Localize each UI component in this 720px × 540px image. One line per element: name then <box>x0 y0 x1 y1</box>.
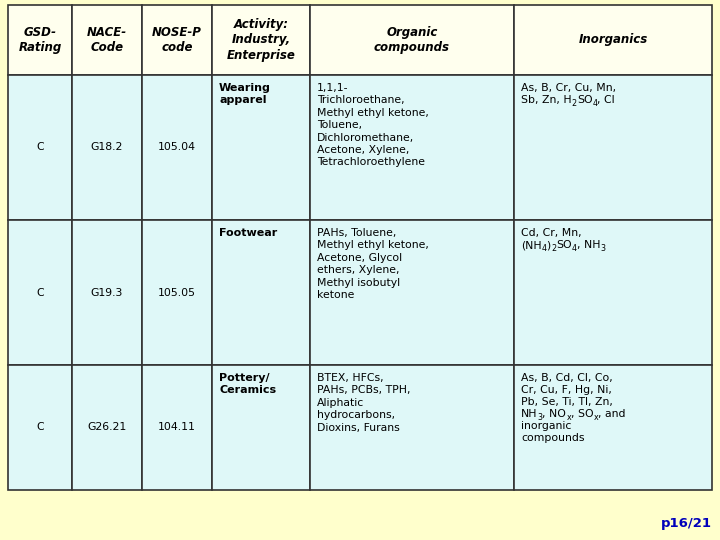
Text: Cr, Cu, F, Hg, Ni,: Cr, Cu, F, Hg, Ni, <box>521 385 612 395</box>
Bar <box>310 5 514 75</box>
Text: Sb, Zn, H: Sb, Zn, H <box>521 95 572 105</box>
Bar <box>142 5 212 75</box>
Text: Pb, Se, Ti, Tl, Zn,: Pb, Se, Ti, Tl, Zn, <box>521 397 613 407</box>
Text: 4: 4 <box>572 244 577 253</box>
Text: NOSE-P
code: NOSE-P code <box>152 26 202 54</box>
Text: NH: NH <box>521 409 538 419</box>
Bar <box>514 365 712 490</box>
Text: , and: , and <box>598 409 626 419</box>
Text: 104.11: 104.11 <box>158 422 196 433</box>
Text: ): ) <box>546 240 551 250</box>
Bar <box>72 5 142 75</box>
Bar <box>142 220 212 365</box>
Bar <box>72 220 142 365</box>
Text: G18.2: G18.2 <box>91 143 123 152</box>
Text: , NH: , NH <box>577 240 600 250</box>
Text: As, B, Cd, Cl, Co,: As, B, Cd, Cl, Co, <box>521 373 613 383</box>
Text: C: C <box>36 422 44 433</box>
Bar <box>514 220 712 365</box>
Bar <box>212 220 310 365</box>
Text: As, B, Cr, Cu, Mn,: As, B, Cr, Cu, Mn, <box>521 83 616 93</box>
Text: 1,1,1-
Trichloroethane,
Methyl ethyl ketone,
Toluene,
Dichloromethane,
Acetone, : 1,1,1- Trichloroethane, Methyl ethyl ket… <box>317 83 429 167</box>
Text: 105.05: 105.05 <box>158 287 196 298</box>
Text: G26.21: G26.21 <box>87 422 127 433</box>
Text: x: x <box>567 413 571 422</box>
Bar <box>72 75 142 220</box>
Text: NACE-
Code: NACE- Code <box>87 26 127 54</box>
Bar <box>8 5 72 75</box>
Text: C: C <box>36 287 44 298</box>
Text: x: x <box>594 413 598 422</box>
Text: Cd, Cr, Mn,: Cd, Cr, Mn, <box>521 228 582 238</box>
Text: (NH: (NH <box>521 240 541 250</box>
Bar <box>514 75 712 220</box>
Bar <box>212 75 310 220</box>
Text: Pottery/
Ceramics: Pottery/ Ceramics <box>219 373 276 395</box>
Text: Activity:
Industry,
Enterprise: Activity: Industry, Enterprise <box>227 18 295 62</box>
Bar <box>8 75 72 220</box>
Text: , Cl: , Cl <box>598 95 615 105</box>
Text: SO: SO <box>577 95 593 105</box>
Text: GSD-
Rating: GSD- Rating <box>19 26 62 54</box>
Text: inorganic: inorganic <box>521 421 572 431</box>
Bar <box>8 220 72 365</box>
Text: 3: 3 <box>538 413 542 422</box>
Bar <box>310 75 514 220</box>
Text: PAHs, Toluene,
Methyl ethyl ketone,
Acetone, Glycol
ethers, Xylene,
Methyl isobu: PAHs, Toluene, Methyl ethyl ketone, Acet… <box>317 228 429 300</box>
Bar <box>212 365 310 490</box>
Text: 2: 2 <box>551 244 556 253</box>
Bar <box>8 365 72 490</box>
Bar <box>310 220 514 365</box>
Text: 4: 4 <box>593 99 598 107</box>
Text: Footwear: Footwear <box>219 228 277 238</box>
Text: p16/21: p16/21 <box>661 517 712 530</box>
Bar <box>72 365 142 490</box>
Text: 4: 4 <box>541 244 546 253</box>
Text: compounds: compounds <box>521 434 585 443</box>
Bar <box>514 5 712 75</box>
Text: Inorganics: Inorganics <box>578 33 647 46</box>
Text: G19.3: G19.3 <box>91 287 123 298</box>
Text: Wearing
apparel: Wearing apparel <box>219 83 271 105</box>
Text: 2: 2 <box>572 99 577 107</box>
Bar <box>212 5 310 75</box>
Text: SO: SO <box>556 240 572 250</box>
Text: 3: 3 <box>600 244 605 253</box>
Bar <box>142 365 212 490</box>
Text: C: C <box>36 143 44 152</box>
Text: , SO: , SO <box>571 409 594 419</box>
Text: Organic
compounds: Organic compounds <box>374 26 450 54</box>
Text: 105.04: 105.04 <box>158 143 196 152</box>
Text: , NO: , NO <box>542 409 567 419</box>
Bar <box>142 75 212 220</box>
Bar <box>310 365 514 490</box>
Text: BTEX, HFCs,
PAHs, PCBs, TPH,
Aliphatic
hydrocarbons,
Dioxins, Furans: BTEX, HFCs, PAHs, PCBs, TPH, Aliphatic h… <box>317 373 410 433</box>
